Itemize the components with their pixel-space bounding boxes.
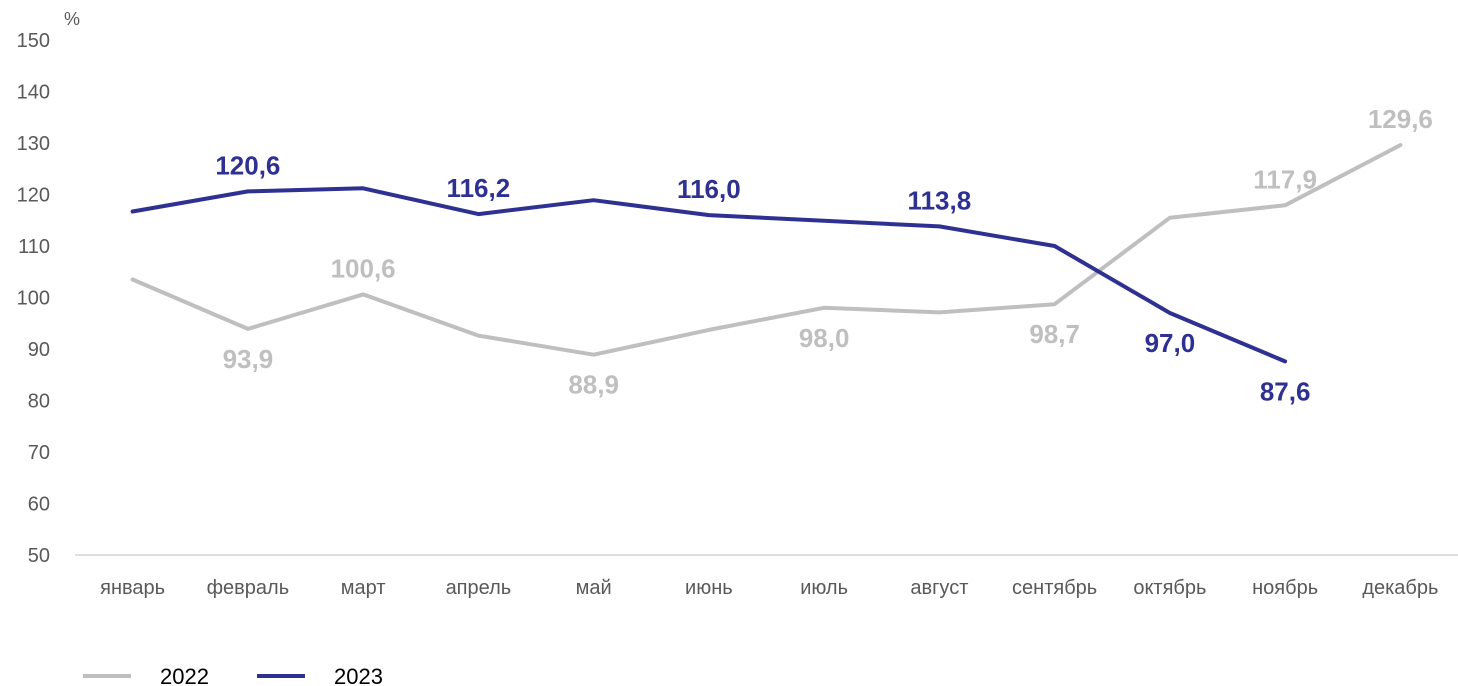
data-label-2022: 117,9: [1253, 164, 1317, 194]
x-tick-label: октябрь: [1133, 577, 1206, 599]
data-label-2022: 100,6: [331, 253, 396, 283]
data-label-2023: 113,8: [908, 185, 972, 215]
x-tick-label: июль: [800, 577, 848, 599]
legend-label-2023: 2023: [334, 664, 383, 686]
y-tick-label: 140: [17, 82, 50, 104]
x-axis: январь февраль март апрель май июнь июль август…: [100, 577, 1438, 599]
series-line-2022: [130, 143, 1403, 357]
x-tick-label: январь: [100, 577, 165, 599]
y-tick-label: 130: [17, 133, 50, 155]
x-tick-label: апрель: [446, 577, 512, 599]
data-label-2022: 88,9: [568, 370, 619, 400]
data-label-2023: 120,6: [215, 150, 280, 180]
legend-label-2022: 2022: [160, 664, 209, 686]
y-tick-label: 80: [28, 391, 50, 413]
data-label-2022: 98,7: [1029, 319, 1080, 349]
y-axis: 50 60 70 80 90 100 110 120 130 140 150: [17, 30, 50, 567]
data-labels: 93,9 100,6 88,9 98,0 98,7 117,9 129,6 120,6 116,…: [215, 104, 1433, 406]
y-tick-label: 150: [17, 30, 50, 52]
data-label-2023: 116,0: [677, 174, 741, 204]
data-label-2022: 98,0: [799, 323, 850, 353]
y-tick-label: 90: [28, 339, 50, 361]
x-tick-label: март: [341, 577, 386, 599]
y-axis-unit: %: [64, 9, 80, 29]
y-tick-label: 60: [28, 494, 50, 516]
data-label-2022: 129,6: [1368, 104, 1433, 134]
x-tick-label: июнь: [685, 577, 733, 599]
x-tick-label: май: [576, 577, 612, 599]
data-label-2023: 116,2: [447, 173, 511, 203]
y-tick-label: 50: [28, 545, 50, 567]
y-tick-label: 110: [18, 236, 50, 258]
x-tick-label: ноябрь: [1252, 577, 1318, 599]
legend: 2022 2023: [83, 664, 383, 686]
series-lines: [130, 143, 1403, 364]
x-tick-label: август: [910, 577, 968, 599]
data-label-2023: 97,0: [1145, 328, 1196, 358]
x-tick-label: февраль: [207, 577, 290, 599]
y-tick-label: 70: [28, 442, 50, 464]
x-tick-label: сентябрь: [1012, 577, 1097, 599]
data-label-2023: 87,6: [1260, 376, 1311, 406]
y-tick-label: 100: [17, 288, 50, 310]
y-tick-label: 120: [17, 185, 50, 207]
series-line-2023: [130, 186, 1288, 364]
x-tick-label: декабрь: [1362, 577, 1438, 599]
data-label-2022: 93,9: [223, 344, 274, 374]
